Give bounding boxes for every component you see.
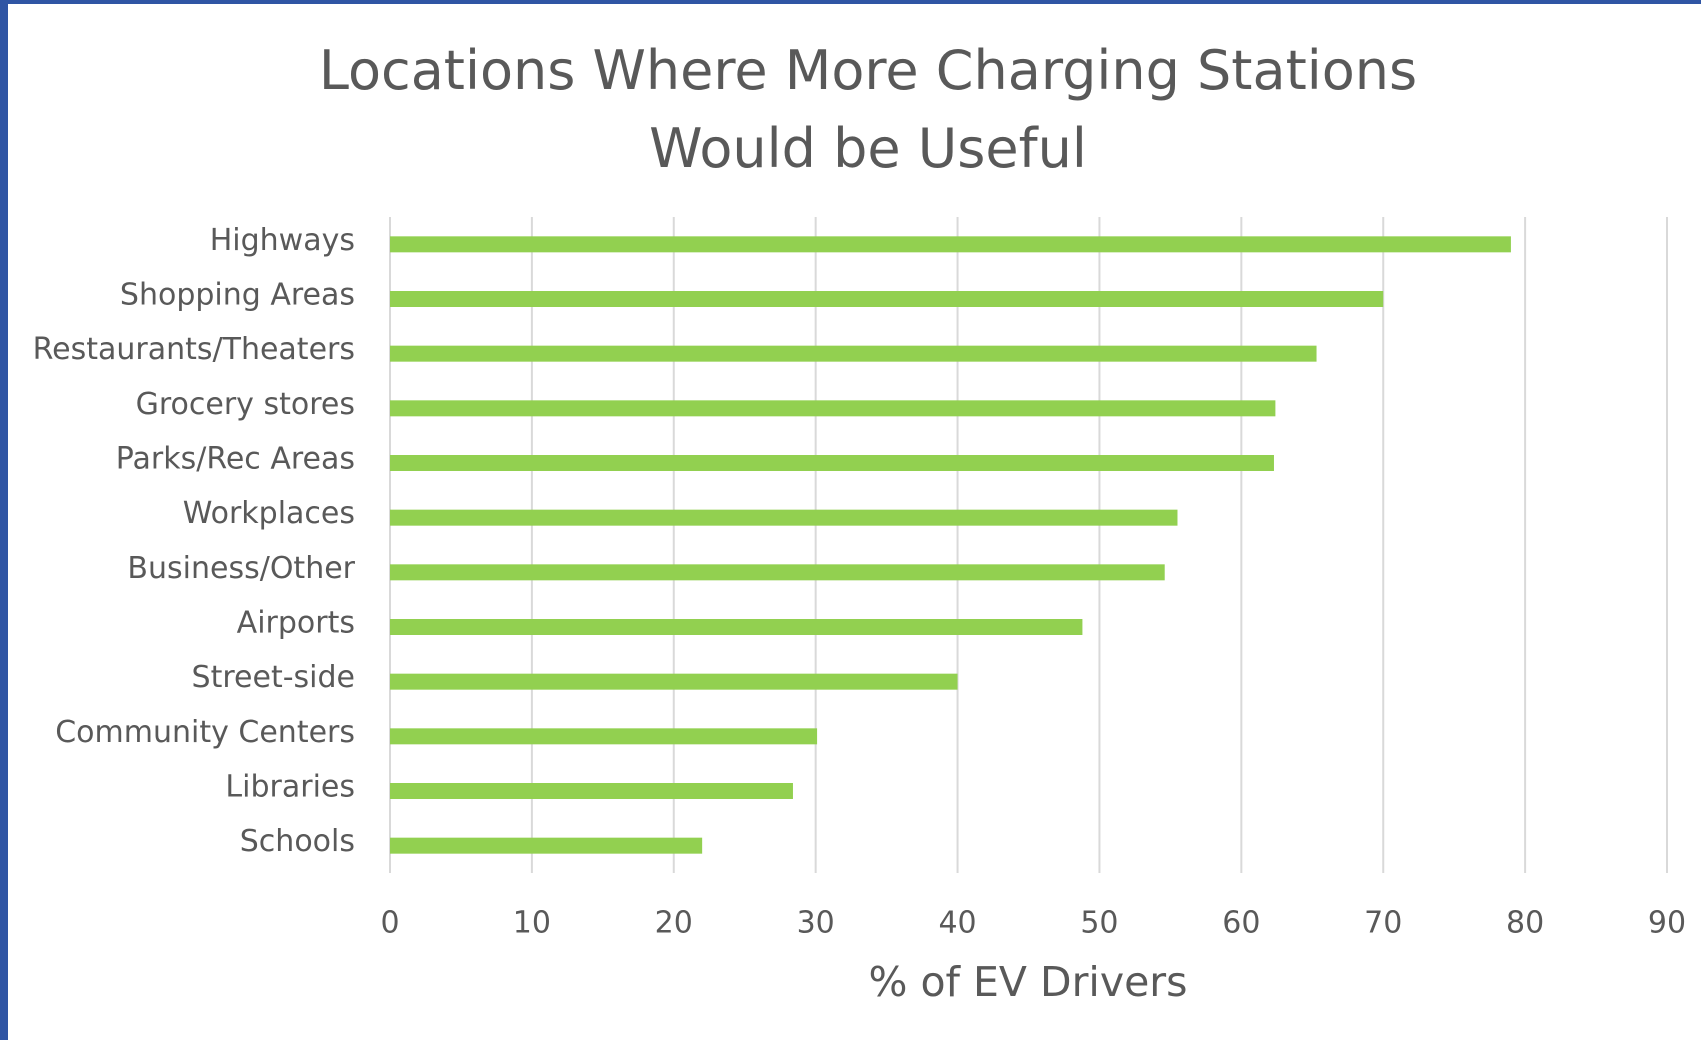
y-tick-label: Schools bbox=[240, 824, 355, 859]
bar bbox=[390, 291, 1384, 307]
bar bbox=[390, 728, 818, 745]
y-tick-label: Shopping Areas bbox=[120, 278, 355, 313]
y-tick-label: Airports bbox=[237, 606, 355, 641]
bar bbox=[390, 509, 1178, 526]
x-tick-label: 30 bbox=[797, 906, 835, 941]
chart-title: Locations Where More Charging Stations W… bbox=[318, 39, 1418, 180]
bar bbox=[390, 345, 1317, 362]
y-tick-label: Business/Other bbox=[127, 551, 355, 586]
x-tick-label: 50 bbox=[1080, 906, 1118, 941]
bar bbox=[390, 837, 703, 854]
y-tick-label: Parks/Rec Areas bbox=[116, 442, 355, 477]
x-tick-label: 80 bbox=[1506, 906, 1544, 941]
bar bbox=[390, 673, 958, 690]
x-tick-label: 0 bbox=[380, 906, 399, 941]
y-tick-label: Highways bbox=[210, 223, 355, 258]
bar bbox=[390, 619, 1083, 635]
bar bbox=[390, 564, 1165, 581]
y-tick-label: Community Centers bbox=[55, 715, 355, 750]
x-tick-label: 10 bbox=[513, 906, 551, 941]
bar bbox=[390, 236, 1511, 253]
x-axis-title: % of EV Drivers bbox=[868, 958, 1187, 1006]
y-tick-label: Restaurants/Theaters bbox=[33, 332, 355, 367]
bar bbox=[390, 400, 1276, 417]
y-tick-label: Street-side bbox=[192, 660, 355, 695]
x-tick-label: 90 bbox=[1648, 906, 1686, 941]
y-tick-label: Workplaces bbox=[183, 496, 355, 531]
x-tick-label: 40 bbox=[938, 906, 976, 941]
bar bbox=[390, 455, 1274, 471]
x-tick-label: 20 bbox=[655, 906, 693, 941]
bar bbox=[390, 783, 793, 799]
y-tick-label: Libraries bbox=[225, 770, 355, 805]
x-tick-label: 60 bbox=[1222, 906, 1260, 941]
x-tick-label: 70 bbox=[1364, 906, 1402, 941]
y-tick-label: Grocery stores bbox=[136, 387, 355, 422]
